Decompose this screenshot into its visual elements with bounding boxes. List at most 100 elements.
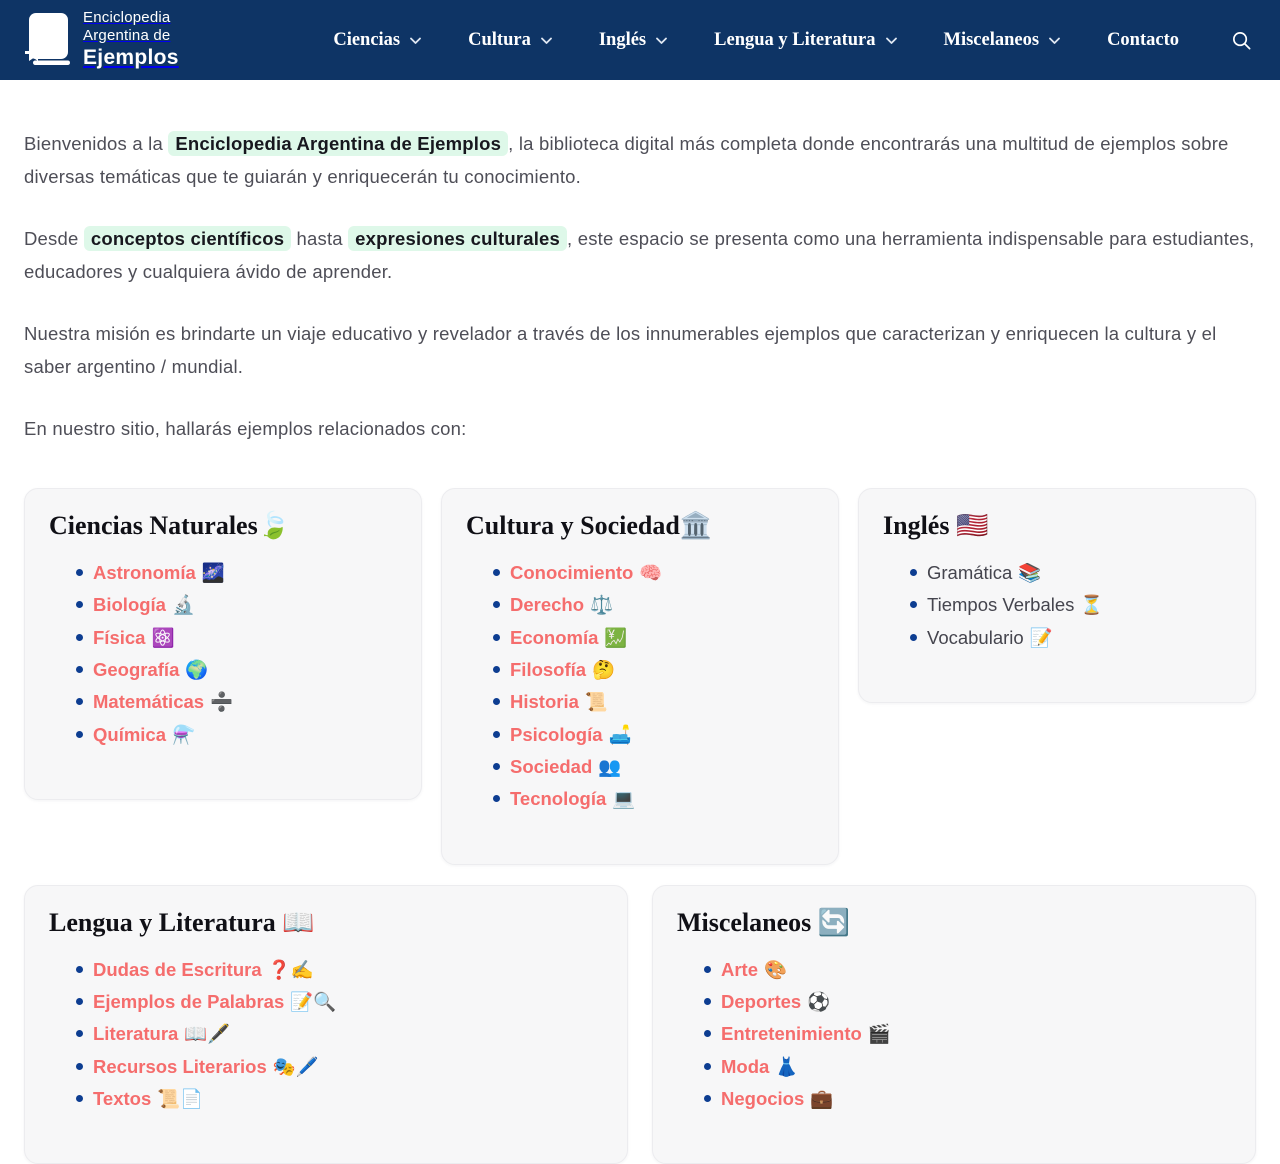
nav-item-label: Inglés	[598, 29, 647, 50]
card-ciencias-naturales: Ciencias Naturales🍃 Astronomía 🌌 Biología 🔬 F…	[24, 487, 422, 800]
link-astronomia[interactable]: Astronomía	[93, 561, 196, 583]
link-biologia[interactable]: Biología	[93, 594, 166, 616]
us-flag-icon: 🇺🇸	[955, 510, 989, 541]
chart-increasing-yen-icon: 💹	[604, 627, 628, 649]
list-item: Textos 📜📄	[76, 1087, 603, 1110]
link-moda[interactable]: Moda	[721, 1055, 770, 1077]
list-item: Astronomía 🌌	[76, 561, 397, 584]
books-icon: 📚	[1018, 562, 1042, 584]
hourglass-icon: ⏳	[1080, 595, 1104, 617]
link-ejemplos-de-palabras[interactable]: Ejemplos de Palabras	[93, 990, 285, 1012]
cards-row-1: Ciencias Naturales🍃 Astronomía 🌌 Biología 🔬 F…	[24, 487, 1256, 865]
link-sociedad[interactable]: Sociedad	[510, 755, 593, 777]
link-derecho[interactable]: Derecho	[510, 594, 585, 616]
link-deportes[interactable]: Deportes	[721, 990, 802, 1012]
list-item: Vocabulario 📝	[910, 626, 1231, 649]
link-entretenimiento[interactable]: Entretenimiento	[721, 1023, 862, 1045]
search-button[interactable]	[1229, 28, 1254, 53]
couch-and-lamp-icon: 🛋️	[608, 724, 632, 746]
highlight-text: Enciclopedia Argentina de Ejemplos	[168, 131, 509, 156]
link-dudas-de-escritura[interactable]: Dudas de Escritura	[93, 958, 262, 980]
performing-arts-pen-icon: 🎭🖊️	[272, 1056, 319, 1078]
open-book-fountain-pen-icon: 📖🖋️	[184, 1024, 231, 1046]
link-arte[interactable]: Arte	[721, 958, 759, 980]
highlight-text: expresiones culturales	[348, 226, 568, 252]
card-title-text: Cultura y Sociedad	[466, 510, 680, 540]
link-psicologia[interactable]: Psicología	[510, 723, 603, 745]
card-miscelaneos: Miscelaneos 🔄 Arte 🎨 Deportes ⚽ Entretenimien…	[652, 884, 1256, 1164]
nav-item-cultura[interactable]: Cultura	[468, 30, 552, 51]
search-icon	[1233, 31, 1251, 49]
card-title-text: Lengua y Literatura	[49, 907, 283, 937]
scroll-page-icon: 📜📄	[157, 1088, 204, 1110]
list-item: Geografía 🌍	[76, 658, 397, 681]
card-title: Inglés 🇺🇸	[883, 511, 1231, 541]
microscope-icon: 🔬	[171, 595, 196, 617]
paragraph-text: Desde	[24, 228, 84, 250]
card-title: Ciencias Naturales🍃	[49, 511, 397, 541]
classical-building-icon: 🏛️	[679, 510, 713, 541]
open-book-icon: 📖	[282, 907, 315, 938]
card-title-text: Inglés	[883, 510, 956, 540]
card-title: Miscelaneos 🔄	[677, 908, 1231, 938]
link-historia[interactable]: Historia	[510, 691, 579, 713]
book-icon	[25, 13, 70, 65]
brain-icon: 🧠	[639, 562, 663, 584]
nav-item-ingles[interactable]: Inglés	[598, 29, 668, 51]
card-item-list: Astronomía 🌌 Biología 🔬 Física ⚛️ Geografía 🌍 Ma…	[49, 561, 397, 746]
link-economia[interactable]: Economía	[510, 626, 599, 648]
list-item: Negocios 💼	[704, 1087, 1231, 1110]
list-item: Historia 📜	[493, 691, 814, 714]
site-logo[interactable]: Enciclopedia Argentina de Ejemplos	[24, 9, 179, 70]
card-item-list: Arte 🎨 Deportes ⚽ Entretenimiento 🎬 Moda 👗 Negoc…	[677, 958, 1231, 1111]
list-item: Química ⚗️	[76, 723, 397, 746]
alembic-icon: ⚗️	[172, 724, 196, 746]
chevron-down-icon	[1049, 37, 1060, 44]
list-item: Ejemplos de Palabras 📝🔍	[76, 990, 603, 1013]
list-item: Arte 🎨	[704, 958, 1231, 981]
link-recursos-literarios[interactable]: Recursos Literarios	[93, 1055, 267, 1077]
nav-item-ciencias[interactable]: Ciencias	[333, 30, 422, 51]
link-gramatica[interactable]: Gramática	[927, 561, 1013, 583]
chevron-down-icon	[656, 37, 668, 44]
list-item: Recursos Literarios 🎭🖊️	[76, 1055, 603, 1078]
logo-line3: Ejemplos	[83, 46, 179, 70]
link-tecnologia[interactable]: Tecnología	[510, 788, 607, 810]
cards-row-2: Lengua y Literatura 📖 Dudas de Escritura ❓…	[24, 884, 1256, 1164]
link-negocios[interactable]: Negocios	[721, 1087, 805, 1109]
list-item: Literatura 📖🖋️	[76, 1023, 603, 1046]
chevron-down-icon	[540, 37, 552, 44]
nav-item-lengua-y-literatura[interactable]: Lengua y Literatura	[714, 30, 897, 51]
link-tiempos-verbales[interactable]: Tiempos Verbales	[927, 594, 1075, 616]
thinking-face-icon: 🤔	[592, 659, 616, 681]
list-item: Matemáticas ➗	[76, 691, 397, 714]
card-title: Cultura y Sociedad🏛️	[466, 511, 814, 541]
link-fisica[interactable]: Física	[93, 626, 146, 648]
card-lengua-y-literatura: Lengua y Literatura 📖 Dudas de Escritura ❓…	[24, 884, 628, 1164]
division-sign-icon: ➗	[210, 692, 234, 714]
link-textos[interactable]: Textos	[93, 1087, 152, 1109]
list-item: Economía 💹	[493, 626, 814, 649]
paragraph-text: Nuestra misión es brindarte un viaje edu…	[24, 323, 1217, 377]
nav-item-miscelaneos[interactable]: Miscelaneos	[944, 30, 1061, 51]
link-conocimiento[interactable]: Conocimiento	[510, 561, 634, 583]
laptop-icon: 💻	[612, 789, 636, 811]
link-matematicas[interactable]: Matemáticas	[93, 691, 205, 713]
arrows-cycle-icon: 🔄	[817, 907, 851, 938]
link-geografia[interactable]: Geografía	[93, 658, 180, 680]
milky-way-icon: 🌌	[201, 562, 225, 584]
memo-icon: 📝	[1029, 627, 1053, 649]
card-title: Lengua y Literatura 📖	[49, 908, 603, 938]
nav-item-contacto[interactable]: Contacto	[1107, 30, 1179, 51]
list-item: Dudas de Escritura ❓✍️	[76, 958, 603, 981]
list-item: Biología 🔬	[76, 594, 397, 617]
highlight-text: conceptos científicos	[83, 226, 292, 252]
list-item: Derecho ⚖️	[493, 594, 814, 616]
link-quimica[interactable]: Química	[93, 723, 166, 745]
scroll-icon: 📜	[584, 692, 608, 714]
logo-line1: Enciclopedia	[83, 9, 171, 27]
link-filosofia[interactable]: Filosofía	[510, 658, 587, 680]
link-vocabulario[interactable]: Vocabulario	[927, 626, 1024, 648]
list-item: Deportes ⚽	[704, 990, 1231, 1013]
link-literatura[interactable]: Literatura	[93, 1023, 179, 1045]
